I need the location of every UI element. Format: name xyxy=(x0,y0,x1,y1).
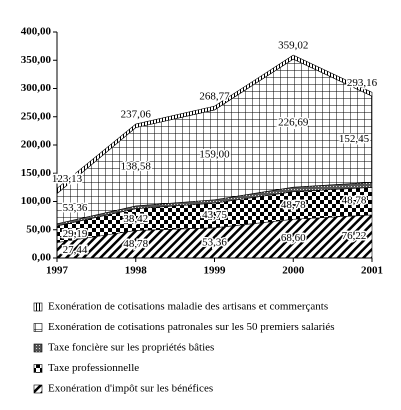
value-label: 43,75 xyxy=(202,209,227,221)
y-tick-label: 200,00 xyxy=(21,139,52,151)
legend-swatch xyxy=(33,323,43,332)
y-tick-label: 300,00 xyxy=(21,82,52,94)
y-tick-label: 350,00 xyxy=(21,54,52,66)
value-label: 138,58 xyxy=(121,160,152,172)
y-tick-label: 0,00 xyxy=(32,252,52,264)
value-label: 29,19 xyxy=(63,228,88,240)
value-label: 152,45 xyxy=(339,133,370,145)
value-label: 159,00 xyxy=(199,148,230,160)
x-tick-label: 2001 xyxy=(361,265,383,277)
legend-label: Exonération de cotisations patronales su… xyxy=(48,321,335,333)
total-label: 237,06 xyxy=(121,109,152,121)
value-label: 53,36 xyxy=(202,236,227,248)
value-label: 76,22 xyxy=(342,230,367,242)
area xyxy=(56,54,373,195)
value-label: 38,42 xyxy=(123,213,148,225)
legend-swatch xyxy=(33,384,43,394)
value-label: 48,78 xyxy=(342,195,367,207)
value-label: 48,78 xyxy=(123,238,148,250)
legend-swatch xyxy=(33,364,43,373)
legend-swatch xyxy=(33,302,43,312)
legend-swatch xyxy=(33,343,43,353)
x-tick-label: 2000 xyxy=(282,265,305,277)
legend-label: Exonération d'impôt sur les bénéfices xyxy=(48,383,213,395)
y-tick-label: 150,00 xyxy=(21,167,52,179)
total-label: 123,13 xyxy=(52,173,83,185)
legend-label: Exonération de cotisations maladie des a… xyxy=(48,301,328,313)
value-label: 68,60 xyxy=(281,232,306,244)
y-tick-label: 400,00 xyxy=(21,26,52,38)
x-tick-label: 1999 xyxy=(204,265,227,277)
y-tick-label: 50,00 xyxy=(26,223,51,235)
total-label: 293,16 xyxy=(347,77,378,89)
total-label: 359,02 xyxy=(278,40,308,52)
value-label: 48,78 xyxy=(281,199,306,211)
value-label: 53,36 xyxy=(63,202,88,214)
total-label: 268,77 xyxy=(199,91,230,103)
value-label: 27,44 xyxy=(63,244,88,256)
legend-label: Taxe foncière sur les propriétés bâties xyxy=(48,342,214,354)
areas xyxy=(56,54,373,259)
x-tick-label: 1997 xyxy=(46,265,69,277)
y-tick-label: 250,00 xyxy=(21,110,52,122)
y-tick-label: 100,00 xyxy=(21,195,52,207)
legend-label: Taxe professionnelle xyxy=(48,362,139,374)
x-tick-label: 1998 xyxy=(125,265,148,277)
value-label: 226,69 xyxy=(278,117,309,129)
